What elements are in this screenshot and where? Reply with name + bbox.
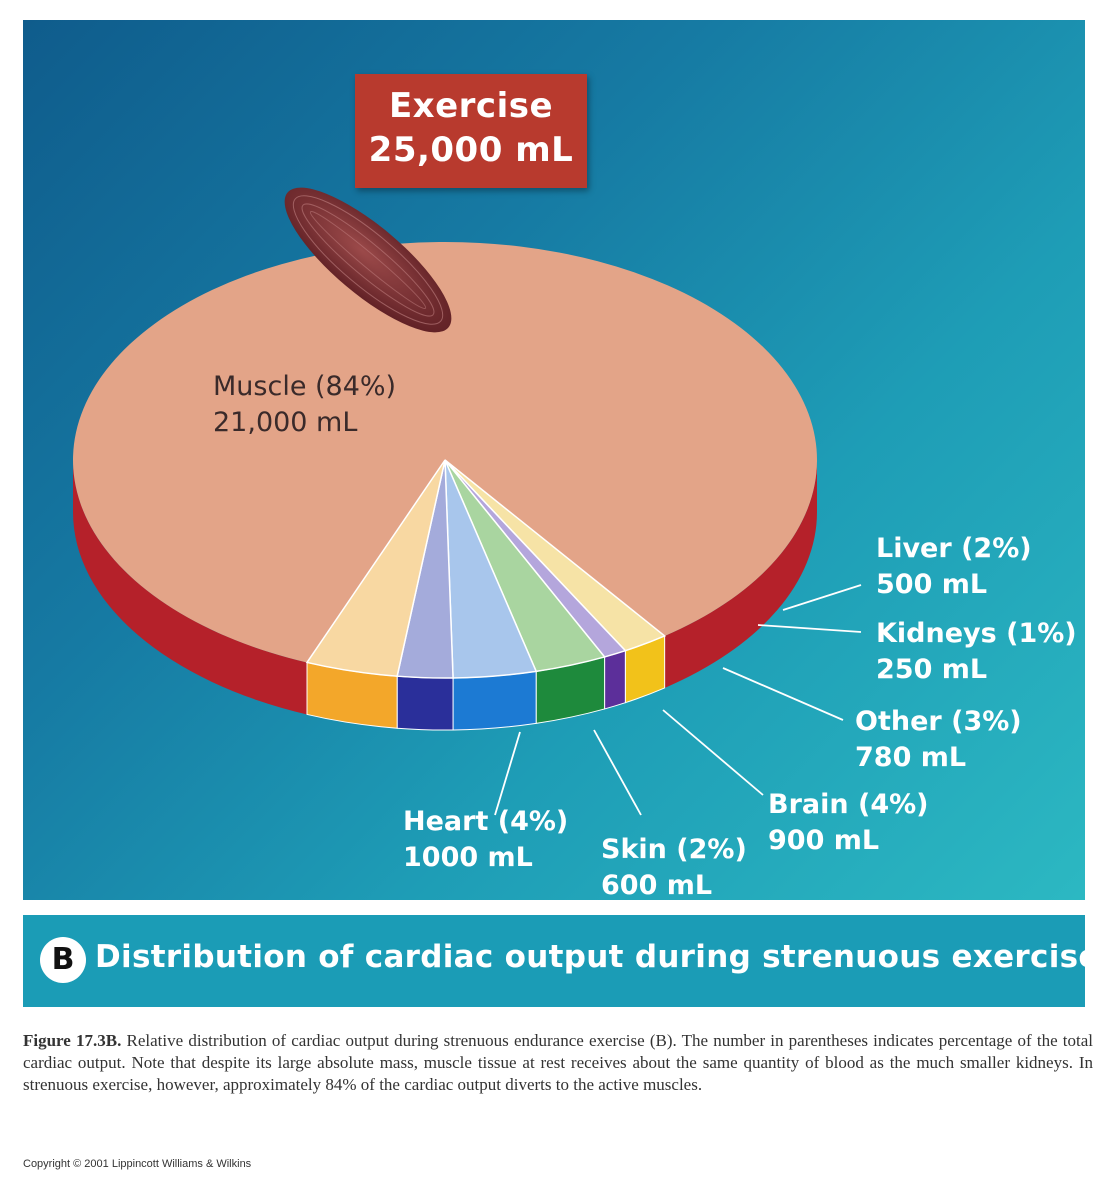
- figure-note-text: Relative distribution of cardiac output …: [23, 1031, 1093, 1094]
- figure-note-label: Figure 17.3B.: [23, 1031, 122, 1050]
- slice-value-2: 250 mL: [876, 654, 987, 685]
- leader-line-3: [722, 667, 844, 721]
- slice-side-muscle: [73, 460, 308, 715]
- caption-text: Distribution of cardiac output during st…: [95, 939, 1100, 975]
- exercise-title-box: Exercise 25,000 mL: [355, 74, 587, 188]
- slice-value-1: 500 mL: [876, 569, 987, 600]
- figure-note: Figure 17.3B. Relative distribution of c…: [23, 1030, 1093, 1096]
- caption-bar: B Distribution of cardiac output during …: [23, 915, 1099, 1007]
- slice-muscle: [73, 242, 818, 663]
- pie-chart: Muscle (84%) 21,000 mL Liver (2%) 500 mL Kid…: [73, 187, 1077, 900]
- leader-line-4: [662, 709, 764, 796]
- slice-value-0: 21,000 mL: [213, 407, 357, 438]
- leader-line-2: [757, 624, 862, 633]
- slice-value-6: 1000 mL: [403, 842, 533, 873]
- figure-panel: Muscle (84%) 21,000 mL Liver (2%) 500 mL Kid…: [23, 20, 1085, 900]
- muscle-icon: [284, 187, 452, 333]
- slice-label-5: Skin (2%): [601, 834, 747, 865]
- title-line1: Exercise: [388, 86, 554, 126]
- leader-line-6: [494, 731, 521, 816]
- slice-side-4: [396, 675, 454, 731]
- leader-line-1: [782, 584, 862, 611]
- slice-label-4: Brain (4%): [768, 789, 929, 820]
- title-line2: 25,000 mL: [368, 130, 574, 170]
- slice-value-5: 600 mL: [601, 870, 712, 900]
- slice-label-2: Kidneys (1%): [876, 618, 1077, 649]
- slice-5: [305, 459, 446, 677]
- slice-side-3: [452, 670, 537, 731]
- slice-label-1: Liver (2%): [876, 533, 1032, 564]
- slice-side-muscle-right: [664, 460, 818, 688]
- leader-line-5: [593, 729, 642, 816]
- slice-value-3: 780 mL: [855, 742, 966, 773]
- slice-label-0: Muscle (84%): [213, 371, 396, 402]
- slice-label-6: Heart (4%): [403, 806, 568, 837]
- copyright: Copyright © 2001 Lippincott Williams & W…: [23, 1158, 252, 1170]
- caption-badge: B: [40, 937, 86, 983]
- slice-label-3: Other (3%): [855, 706, 1022, 737]
- slice-value-4: 900 mL: [768, 825, 879, 856]
- slice-side-1: [604, 649, 626, 710]
